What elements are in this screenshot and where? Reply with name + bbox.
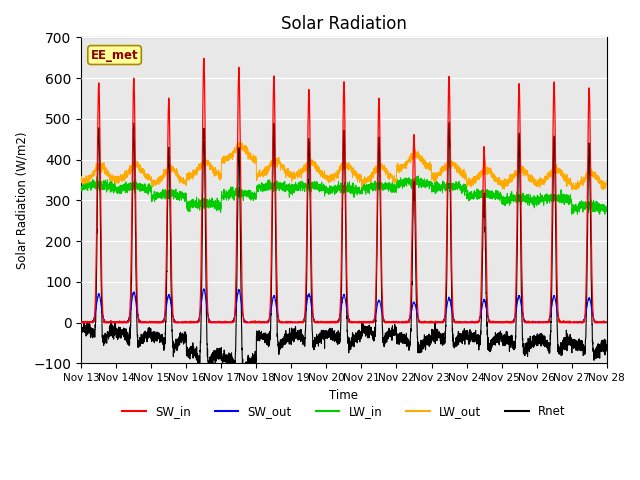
SW_out — [461, 320, 469, 325]
SW_out — [324, 320, 332, 325]
Rnet — [603, 342, 611, 348]
LW_out — [603, 181, 611, 187]
Rnet — [324, 328, 332, 334]
SW_out — [492, 319, 499, 325]
SW_in — [603, 319, 611, 325]
SW_out — [603, 320, 611, 325]
LW_in — [603, 204, 611, 210]
LW_out — [433, 175, 440, 180]
SW_in — [200, 55, 208, 61]
LW_in — [433, 187, 440, 193]
Line: LW_out: LW_out — [81, 143, 607, 190]
Rnet — [602, 346, 610, 352]
LW_in — [602, 209, 610, 215]
SW_in — [433, 320, 440, 325]
SW_in — [492, 319, 499, 325]
LW_in — [573, 212, 581, 217]
SW_in — [602, 320, 610, 325]
SW_in — [324, 320, 332, 325]
SW_out — [433, 319, 440, 325]
Title: Solar Radiation: Solar Radiation — [281, 15, 407, 33]
Line: SW_out: SW_out — [81, 289, 607, 323]
LW_in — [492, 193, 499, 199]
SW_out — [172, 319, 179, 325]
LW_out — [172, 171, 179, 177]
LW_out — [324, 178, 332, 184]
Rnet — [239, 373, 247, 379]
Text: EE_met: EE_met — [91, 48, 138, 61]
SW_out — [602, 320, 610, 325]
LW_out — [492, 175, 499, 180]
LW_in — [172, 195, 179, 201]
SW_out — [200, 286, 208, 292]
Rnet — [77, 326, 85, 332]
LW_in — [415, 173, 422, 179]
LW_in — [77, 187, 85, 192]
SW_in — [172, 320, 180, 325]
SW_in — [462, 320, 470, 325]
Y-axis label: Solar Radiation (W/m2): Solar Radiation (W/m2) — [15, 132, 28, 269]
LW_out — [461, 171, 469, 177]
LW_in — [324, 190, 332, 196]
Rnet — [462, 336, 470, 341]
LW_out — [77, 179, 85, 185]
SW_out — [77, 320, 85, 325]
Legend: SW_in, SW_out, LW_in, LW_out, Rnet: SW_in, SW_out, LW_in, LW_out, Rnet — [118, 400, 570, 423]
X-axis label: Time: Time — [330, 389, 358, 402]
SW_in — [77, 319, 85, 324]
Rnet — [433, 332, 440, 338]
LW_out — [568, 187, 576, 192]
Line: Rnet: Rnet — [81, 122, 607, 376]
Rnet — [172, 344, 179, 349]
LW_out — [237, 140, 244, 145]
LW_in — [461, 184, 469, 190]
Line: SW_in: SW_in — [81, 58, 607, 323]
Rnet — [492, 330, 499, 336]
Line: LW_in: LW_in — [81, 176, 607, 215]
Rnet — [445, 120, 453, 125]
LW_out — [602, 182, 610, 188]
SW_in — [77, 320, 85, 325]
